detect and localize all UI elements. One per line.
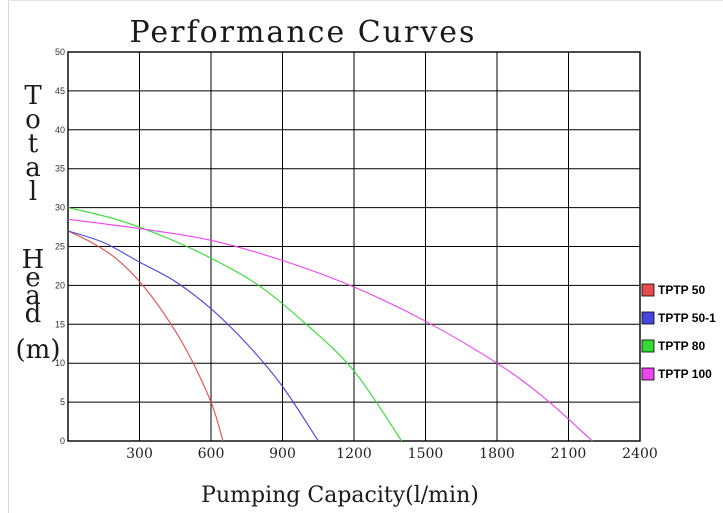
x-tick-label: 1800 [479, 446, 515, 462]
y-tick-label: 10 [55, 358, 65, 368]
y-label-unit: (m) [16, 335, 61, 365]
series-layer [67, 207, 593, 442]
series-line-tptp-50 [67, 230, 224, 442]
legend-label: TPTP 50-1 [658, 311, 716, 325]
y-tick-label: 20 [55, 280, 65, 290]
y-label-letter: t [28, 129, 39, 159]
frame-top-border [8, 0, 723, 1]
y-label-letter: o [25, 105, 41, 135]
y-tick-label: 0 [60, 436, 65, 446]
x-tick-label: 2400 [622, 446, 658, 462]
y-tick-label: 5 [60, 397, 65, 407]
y-tick-label: 30 [55, 203, 65, 213]
series-line-tptp-80 [67, 207, 403, 442]
chart-title: Performance Curves [130, 15, 477, 50]
y-label-letter: l [29, 177, 37, 207]
y-tick-label: 35 [55, 164, 65, 174]
x-tick-labels: 300 600 900 1200 1500 1800 2100 2400 [126, 446, 658, 462]
legend-label: TPTP 100 [658, 367, 712, 381]
x-tick-label: 1500 [408, 446, 444, 462]
legend-swatch [641, 311, 655, 325]
x-axis-label: Pumping Capacity(l/min) [201, 483, 479, 508]
legend-swatch [641, 339, 655, 353]
series-line-tptp-50-1 [67, 230, 319, 442]
y-label-letter: a [25, 153, 41, 183]
y-tick-label: 15 [55, 319, 65, 329]
legend-swatch [641, 367, 655, 381]
x-tick-label: 300 [126, 446, 153, 462]
legend: TPTP 50 TPTP 50-1 TPTP 80 TPTP 100 [641, 283, 716, 381]
y-tick-label: 50 [55, 47, 65, 57]
y-label-letter: d [25, 299, 42, 329]
frame-left-border [8, 0, 9, 513]
x-tick-label: 900 [269, 446, 296, 462]
grid [67, 51, 641, 442]
y-tick-label: 25 [55, 242, 65, 252]
y-label-letter: a [25, 281, 41, 311]
y-label-letter: T [24, 81, 42, 111]
y-tick-label: 40 [55, 125, 65, 135]
series-line-tptp-100 [67, 218, 593, 442]
y-tick-labels: 0 5 10 15 20 25 30 35 40 45 50 [55, 47, 65, 446]
legend-swatch [641, 283, 655, 297]
y-label-letter: H [22, 245, 45, 275]
x-tick-label: 600 [198, 446, 225, 462]
legend-label: TPTP 50 [658, 283, 705, 297]
x-tick-label: 2100 [551, 446, 587, 462]
y-tick-label: 45 [55, 86, 65, 96]
x-tick-label: 1200 [336, 446, 372, 462]
y-label-letter: e [25, 263, 40, 293]
legend-label: TPTP 80 [658, 339, 705, 353]
